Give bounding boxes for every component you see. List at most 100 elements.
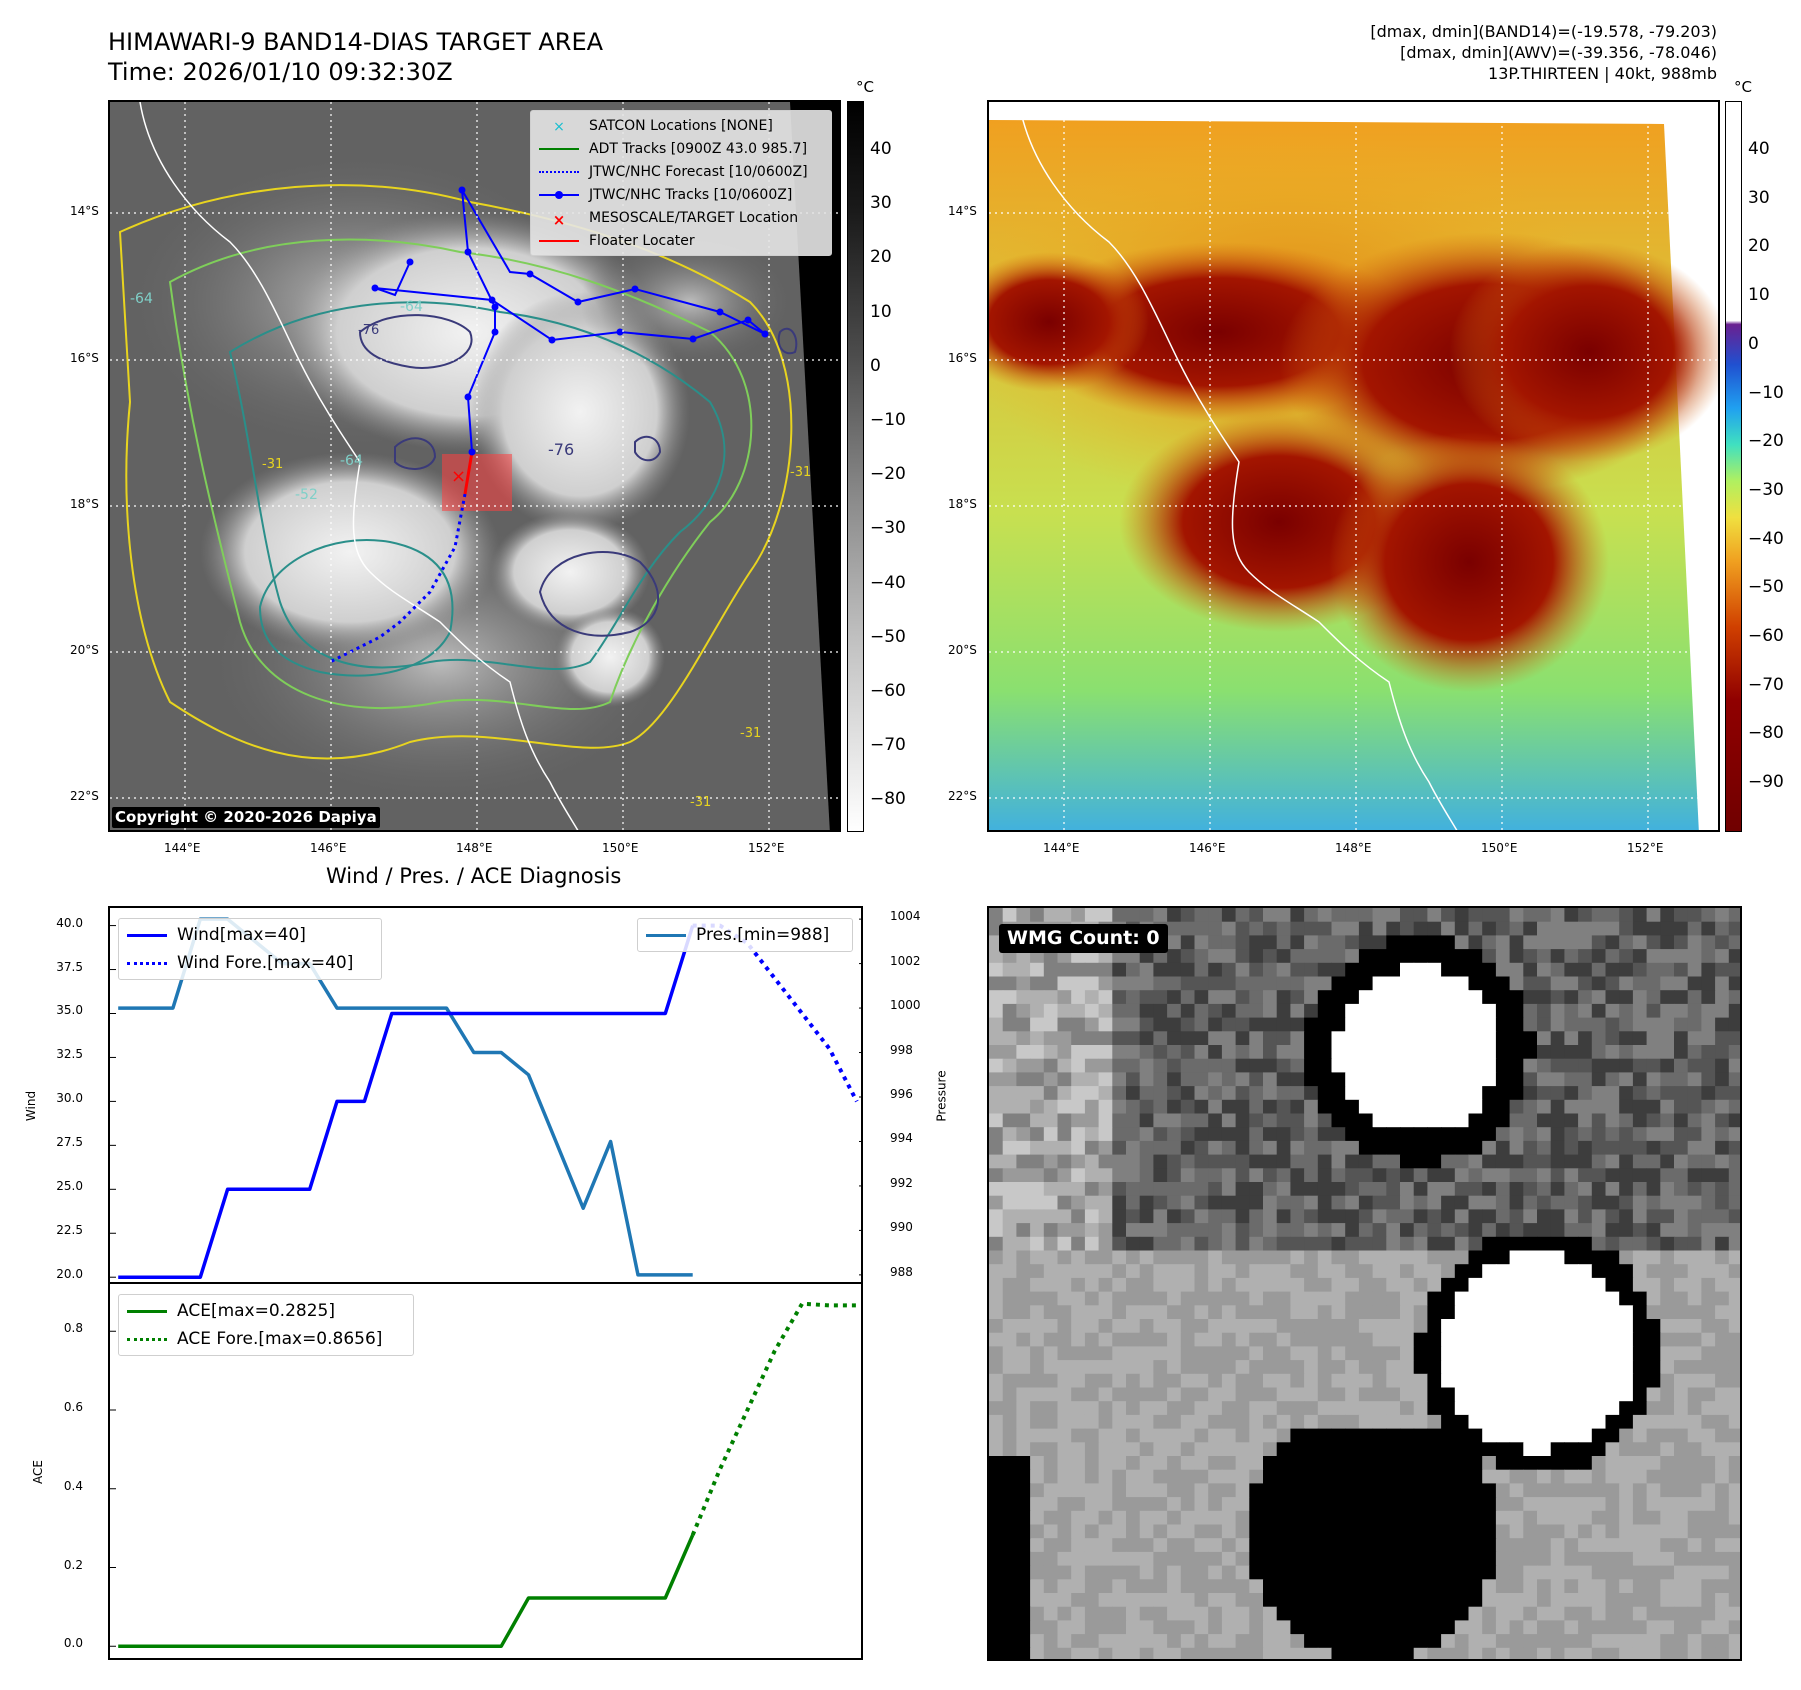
colorbar-tick: −70 [870, 735, 906, 756]
solid-line-icon [646, 928, 686, 942]
wind-pres-chart: Wind[max=40] Wind Fore.[max=40] Pres.[mi… [108, 906, 863, 1284]
ace-tick: 0.6 [63, 1400, 83, 1414]
copyright: Copyright © 2020-2026 Dapiya [112, 807, 380, 828]
colorbar-tick: −60 [870, 681, 906, 701]
pres-tick: 998 [890, 1042, 913, 1057]
wind-tick: 32.5 [56, 1047, 83, 1062]
colorbar-left [847, 101, 864, 832]
dotted-line-icon [539, 165, 579, 179]
colorbar-tick: −40 [1748, 528, 1784, 549]
wind-tick: 35.0 [56, 1003, 83, 1018]
map-legend: × SATCON Locations [NONE] ADT Tracks [09… [530, 110, 832, 256]
colorbar-tick: −70 [1748, 674, 1784, 695]
colorbar-tick: 20 [870, 247, 892, 268]
wmg-count: WMG Count: 0 [999, 924, 1168, 953]
colorbar-tick: −60 [1748, 626, 1784, 646]
colorbar-tick: −80 [870, 789, 906, 810]
pres-tick: 992 [890, 1175, 913, 1190]
info-band14: [dmax, dmin](BAND14)=(-19.578, -79.203) [1370, 22, 1717, 41]
legend-ace: ACE[max=0.2825] [119, 1297, 413, 1325]
wind-tick: 30.0 [56, 1091, 83, 1106]
contour-label: -64 [400, 299, 423, 315]
legend-tracks: JTWC/NHC Tracks [10/0600Z] [531, 183, 831, 206]
ir-map-panel: × -64 -64 -76 -52 -64 -76 -31 -31 -31 -3… [108, 100, 841, 832]
wmg-panel: WMG Count: 0 [987, 906, 1742, 1661]
colorbar-tick: 0 [1748, 333, 1759, 354]
colorbar-tick: 40 [1748, 139, 1770, 159]
dotted-line-icon [127, 1332, 167, 1346]
legend-ace-fore: ACE Fore.[max=0.8656] [119, 1325, 413, 1353]
ace-ylabel: ACE [30, 1460, 45, 1484]
colorbar-tick: 20 [1748, 236, 1770, 257]
diagnosis-title: Wind / Pres. / ACE Diagnosis [326, 864, 622, 888]
contour-label: -52 [295, 487, 318, 503]
lat-label: 20°S [70, 643, 99, 657]
lon-label: 144°E [1043, 841, 1080, 855]
lon-label: 152°E [748, 841, 785, 855]
info-storm: 13P.THIRTEEN | 40kt, 988mb [1488, 64, 1717, 83]
colorbar-unit: °C [1734, 78, 1752, 96]
wmg-cells [989, 908, 1740, 1659]
contour-label: -31 [690, 795, 712, 810]
map-grid [989, 102, 1718, 830]
wind-ylabel: Wind [24, 1090, 39, 1122]
lat-label: 20°S [948, 643, 977, 657]
colorbar-tick: 10 [870, 301, 892, 322]
pres-tick: 990 [890, 1220, 913, 1235]
wmg-image [989, 908, 1740, 1659]
lat-label: 16°S [948, 351, 977, 365]
pres-tick: 1004 [890, 909, 921, 924]
colorbar-tick: −50 [1748, 577, 1784, 598]
legend-adt: ADT Tracks [0900Z 43.0 985.7] [531, 137, 831, 160]
wind-tick: 22.5 [56, 1223, 83, 1238]
ace-series-line [118, 1534, 695, 1649]
colorbar-tick: −80 [1748, 723, 1784, 744]
colorbar-tick: −40 [870, 572, 906, 593]
color-ir-image [989, 102, 1718, 830]
line-dot-icon [539, 188, 579, 202]
lat-label: 22°S [948, 789, 977, 803]
jtwc-track [371, 186, 769, 456]
solid-line-icon [539, 142, 579, 156]
legend-satcon: × SATCON Locations [NONE] [531, 114, 831, 137]
lat-label: 18°S [948, 497, 977, 511]
lat-label: 18°S [70, 497, 99, 511]
page-title: HIMAWARI-9 BAND14-DIAS TARGET AREA [108, 28, 604, 56]
ace-chart: ACE[max=0.2825] ACE Fore.[max=0.8656] [108, 1282, 863, 1660]
colorbar-right [1725, 101, 1742, 832]
wind-tick: 20.0 [56, 1267, 83, 1282]
dotted-line-icon [127, 956, 167, 970]
ace-tick: 0.2 [63, 1557, 83, 1572]
lon-label: 148°E [1335, 841, 1372, 855]
ace-tick: 0.8 [63, 1321, 83, 1336]
contour-label: -64 [340, 453, 363, 469]
colorbar-tick: 10 [1748, 285, 1770, 306]
x-marker-icon: × [552, 210, 566, 229]
contour-label: -64 [130, 291, 153, 307]
contour-label: -76 [358, 323, 380, 338]
legend-target: × MESOSCALE/TARGET Location [531, 206, 831, 229]
colorbar-tick: 0 [870, 355, 881, 376]
wind-legend: Wind[max=40] Wind Fore.[max=40] [118, 918, 382, 980]
lon-label: 152°E [1627, 841, 1664, 855]
contour-label: -31 [790, 465, 812, 480]
contour-label: -31 [740, 726, 762, 741]
lon-label: 144°E [164, 841, 201, 855]
colorbar-tick: 30 [1748, 187, 1770, 208]
colorbar-tick: −20 [1748, 431, 1784, 452]
solid-line-icon [539, 234, 579, 248]
wind-tick: 40.0 [56, 915, 83, 930]
colorbar-tick: −20 [870, 464, 906, 485]
lon-label: 146°E [1189, 841, 1226, 855]
lat-label: 14°S [948, 204, 977, 218]
pres-tick: 1000 [890, 998, 921, 1013]
legend-wind: Wind[max=40] [119, 921, 381, 949]
lon-label: 150°E [602, 841, 639, 855]
colorbar-tick: −10 [870, 410, 906, 430]
color-ir-map-panel [987, 100, 1720, 832]
timestamp: Time: 2026/01/10 09:32:30Z [108, 58, 453, 86]
legend-floater: Floater Locater [531, 229, 831, 252]
lon-label: 148°E [456, 841, 493, 855]
ace-tick: 0.0 [63, 1636, 83, 1651]
colorbar-tick: −30 [1748, 479, 1784, 500]
